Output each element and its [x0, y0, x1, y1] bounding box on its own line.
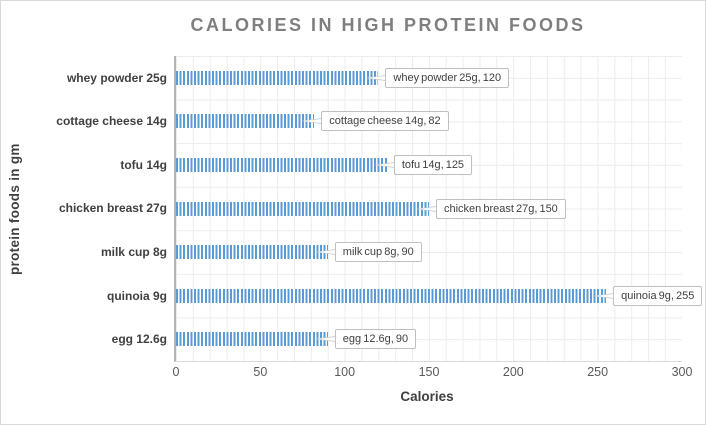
category-label: quinoia 9g	[107, 288, 167, 303]
x-axis-title: Calories	[400, 389, 454, 404]
category-label: cottage cheese 14g	[56, 114, 167, 129]
category-label: egg 12.6g	[111, 332, 167, 347]
x-tick-label: 0	[172, 365, 180, 379]
x-tick-label: 150	[418, 365, 440, 379]
data-label-callout: whey powder 25g, 120	[365, 67, 510, 88]
x-tick-label: 300	[671, 365, 693, 379]
callout-pointer	[593, 292, 615, 299]
x-tick-label: 250	[587, 365, 609, 379]
category-label: tofu 14g	[120, 157, 167, 172]
x-tick-label: 100	[334, 365, 356, 379]
category-label: whey powder 25g	[66, 70, 167, 85]
callout-pointer	[301, 118, 323, 125]
data-label-callout: tofu 14g, 125	[373, 154, 473, 175]
data-label-callout: chicken breast 27g, 150	[416, 198, 566, 219]
x-tick-label: 50	[253, 365, 268, 379]
bar-egg-12-6g	[176, 332, 328, 347]
category-label: chicken breast 27g	[58, 201, 167, 216]
plot-area: whey powder 25g, 120 cottage cheese 14g, …	[174, 56, 703, 362]
bar-tofu-14g	[176, 157, 387, 172]
data-label-callout: milk cup 8g, 90	[314, 242, 422, 263]
bar-chicken-breast-27g	[176, 201, 429, 216]
bar-quinoia-9g	[176, 288, 607, 303]
data-label-callout: egg 12.6g, 90	[314, 329, 417, 350]
bar-cottage-cheese-14g	[176, 114, 315, 129]
callout-pointer	[314, 249, 336, 256]
callout-pointer	[365, 74, 387, 81]
bar-whey-powder-25g	[176, 70, 379, 85]
callout-pointer	[416, 205, 437, 212]
x-tick-label: 200	[502, 365, 524, 379]
data-label-callout: cottage cheese 14g, 82	[301, 111, 449, 132]
bar-milk-cup-8g	[176, 245, 328, 260]
category-label: milk cup 8g	[100, 245, 167, 260]
chart-title: CALORIES IN HIGH PROTEIN FOODS	[190, 15, 586, 35]
callout-pointer	[373, 161, 395, 168]
data-label-callout: quinoia 9g, 255	[593, 285, 703, 306]
callout-pointer	[314, 336, 336, 343]
